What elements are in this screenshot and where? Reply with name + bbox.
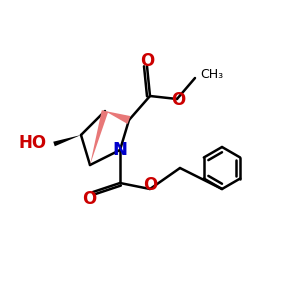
Text: O: O: [143, 176, 158, 194]
Text: O: O: [171, 91, 186, 109]
Text: O: O: [82, 190, 97, 208]
Polygon shape: [53, 135, 81, 146]
Text: HO: HO: [18, 134, 46, 152]
Text: O: O: [140, 52, 154, 70]
Text: CH₃: CH₃: [200, 68, 224, 82]
Text: N: N: [112, 141, 128, 159]
Polygon shape: [105, 111, 130, 124]
Polygon shape: [90, 110, 108, 165]
